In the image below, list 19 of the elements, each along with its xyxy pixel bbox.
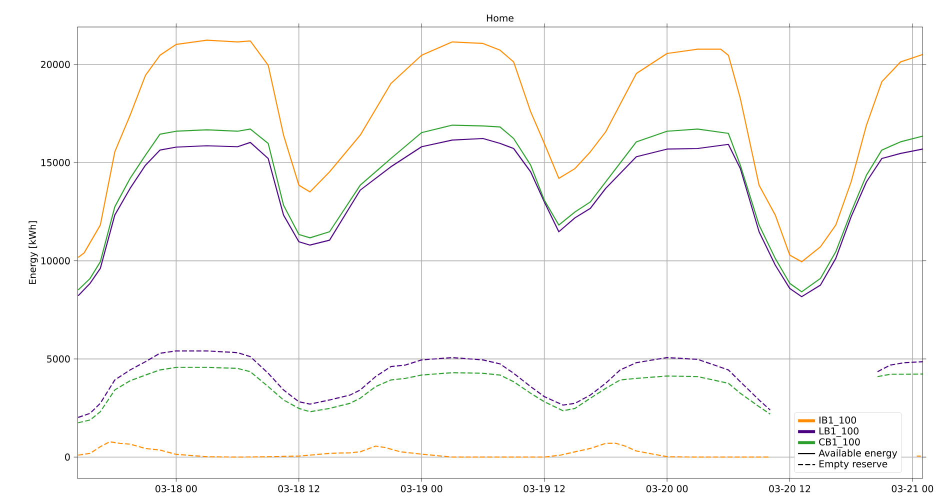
y-tick-label: 0 [65,454,70,461]
y-tick-label: 20000 [41,60,70,68]
y-tick-label: 10000 [41,257,70,264]
legend-label: LB1_100 [819,427,859,437]
x-tick-label: 03-20 00 [646,485,688,492]
annotation: Available energy [818,449,898,458]
y-tick-label: 5000 [47,355,70,363]
annotation: Empty reserve [819,460,888,470]
y-tick-label: 15000 [41,159,70,166]
x-tick-label: 03-21 00 [892,485,934,492]
x-tick-label: 03-19 00 [400,485,442,492]
x-tick-label: 03-19 12 [524,485,565,492]
legend-label: IB1_100 [819,416,856,426]
legend-label: CB1_100 [819,438,860,448]
x-tick-label: 03-18 12 [278,485,320,492]
x-tick-label: 03-18 00 [156,485,197,492]
x-tick-label: 03-20 12 [769,485,810,492]
chart-title: Home [486,14,514,22]
y-axis-title: Energy [kWh] [28,221,38,284]
